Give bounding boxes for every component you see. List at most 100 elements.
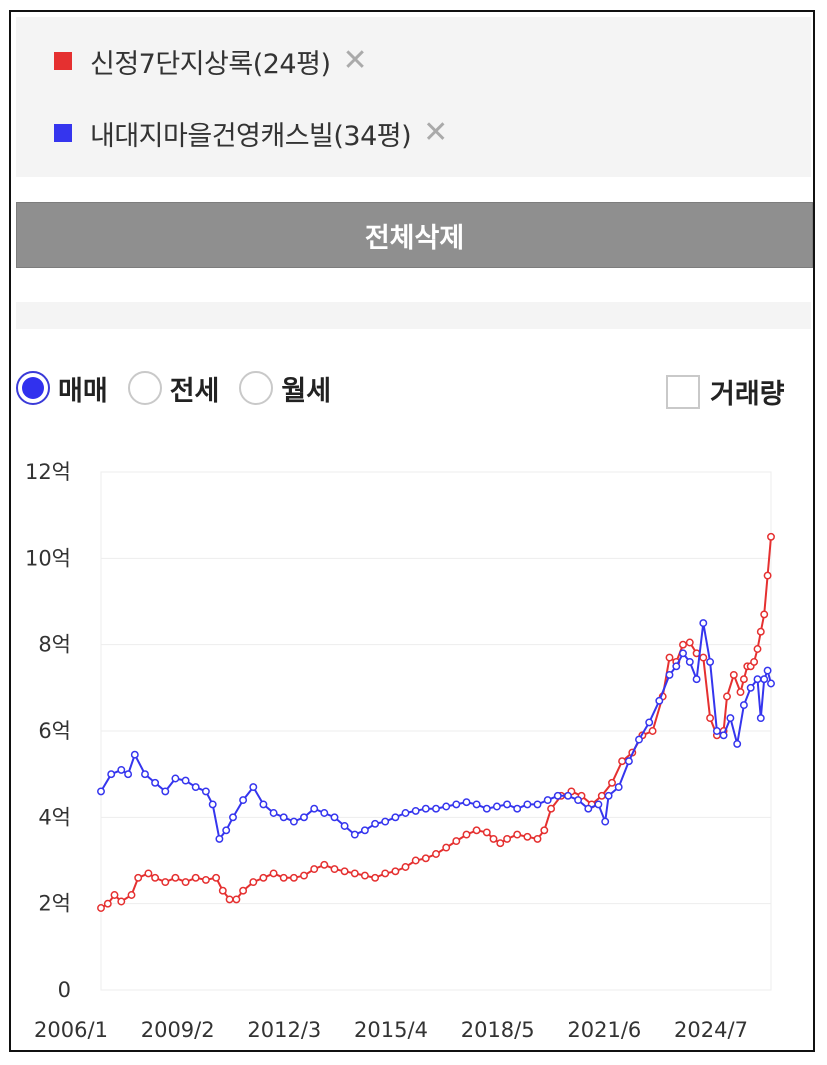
series-1-point (767, 532, 775, 541)
series-1-point (171, 873, 180, 882)
series-2-point (269, 809, 278, 817)
series-1-point (225, 895, 234, 904)
series-2-point (756, 714, 765, 723)
series-1-point (756, 627, 765, 636)
series-2-point (594, 800, 603, 809)
x-tick-label: 2021/6 (567, 1018, 641, 1042)
series-1-point (452, 837, 461, 846)
series-2-point (692, 675, 701, 684)
series-2-point (432, 804, 440, 813)
volume-checkbox-box[interactable] (666, 374, 700, 409)
radio-jeonse[interactable]: 전세 (127, 369, 220, 408)
trade-type-radio-group: 매매 전세 월세 (16, 368, 351, 408)
series-1-point (201, 875, 210, 884)
radio-jeonse-circle-icon[interactable] (127, 371, 162, 405)
series-1-point (736, 688, 745, 697)
series-2-point (151, 778, 160, 787)
series-2-point (279, 813, 288, 822)
series-1-point (381, 869, 390, 878)
series-1-point (391, 867, 400, 876)
series-2-point (492, 802, 501, 811)
series-1-point (269, 869, 278, 878)
x-tick-label: 2015/4 (354, 1018, 428, 1042)
series-2-point (719, 731, 728, 740)
series-1-point (181, 878, 190, 887)
y-tick-label: 12억 (25, 460, 71, 484)
radio-monthly-rent-circle-icon[interactable] (239, 371, 274, 405)
series-1-point (103, 899, 112, 908)
radio-sale[interactable]: 매매 (16, 369, 108, 408)
series-1-point (482, 828, 491, 837)
series-2-point (320, 809, 329, 817)
series-1-point (503, 834, 512, 843)
series-1-point (540, 826, 549, 835)
series-1-point (421, 854, 430, 863)
series-1-point (760, 610, 769, 619)
series-2-point (452, 800, 461, 809)
series-2-point (181, 776, 190, 785)
series-2-point (360, 826, 369, 835)
y-tick-label: 0 (58, 978, 71, 1002)
series-1-point (462, 830, 471, 839)
series-2-point (726, 714, 735, 723)
series-2-point (533, 800, 542, 809)
series-2-point (300, 813, 308, 822)
series-2-point (391, 813, 400, 822)
series-1-point (706, 714, 715, 723)
series-1-point (442, 843, 451, 852)
series-2-point (584, 804, 593, 813)
series-2-point (411, 806, 420, 815)
blue-square-icon (54, 124, 72, 142)
series-1-point (161, 878, 170, 887)
series-2-point (601, 817, 610, 826)
series-1-point (117, 897, 126, 906)
delete-all-button[interactable]: 전체삭제 (16, 202, 813, 268)
series-1-point (371, 873, 380, 882)
series-1-point (239, 886, 248, 895)
series-2-point (124, 770, 133, 779)
series-1-point (218, 886, 227, 895)
series-2-point (141, 770, 149, 779)
series-2-point (672, 662, 681, 671)
series-1-point (608, 778, 616, 787)
series-2-point (442, 802, 451, 811)
section-divider (16, 302, 811, 329)
series-2-point (229, 813, 237, 822)
radio-sale-circle-icon[interactable] (16, 371, 50, 405)
series-2-point (614, 783, 623, 792)
series-1-point (300, 871, 308, 880)
series-1-point (330, 865, 339, 874)
series-1-point (685, 638, 694, 647)
radio-jeonse-label: 전세 (169, 375, 220, 407)
series-1-point (753, 645, 762, 653)
selected-complex-list: 신정7단지상록(24평) ✕ 내대지마을건영캐스빌(34평) ✕ (16, 17, 811, 177)
series-2-point (208, 800, 217, 809)
series-1-point (597, 791, 606, 800)
series-2-point (564, 791, 572, 800)
series-1-point (648, 727, 657, 735)
remove-item-2-close-icon[interactable]: ✕ (423, 115, 449, 150)
series-1-point (489, 834, 498, 843)
series-1-point (127, 891, 136, 899)
radio-monthly-rent[interactable]: 월세 (239, 369, 331, 408)
series-1-point (763, 571, 772, 580)
series-1-point (110, 891, 119, 899)
volume-checkbox-label: 거래량 (710, 379, 785, 410)
series-1-point (547, 804, 556, 813)
series-1-point (134, 873, 143, 882)
series-2-point (746, 683, 755, 692)
price-line-chart: 0 2억 4억 6억 8억 10억 12억 2006/1 2009/2 2012/3 2015/4 2… (25, 460, 775, 1042)
series-1-point (320, 860, 329, 869)
series-2-point (513, 804, 522, 813)
series-2-point (97, 787, 105, 796)
series-1-point (729, 670, 738, 679)
series-1-point (618, 757, 627, 766)
series-2-point (472, 800, 481, 809)
series-1-point (513, 830, 522, 839)
remove-item-1-close-icon[interactable]: ✕ (342, 43, 368, 78)
radio-monthly-rent-label: 월세 (281, 375, 332, 407)
series-1-point (340, 867, 349, 876)
y-tick-label: 6억 (38, 719, 71, 743)
series-2-point (371, 819, 380, 828)
volume-checkbox[interactable]: 거래량 (666, 372, 785, 411)
